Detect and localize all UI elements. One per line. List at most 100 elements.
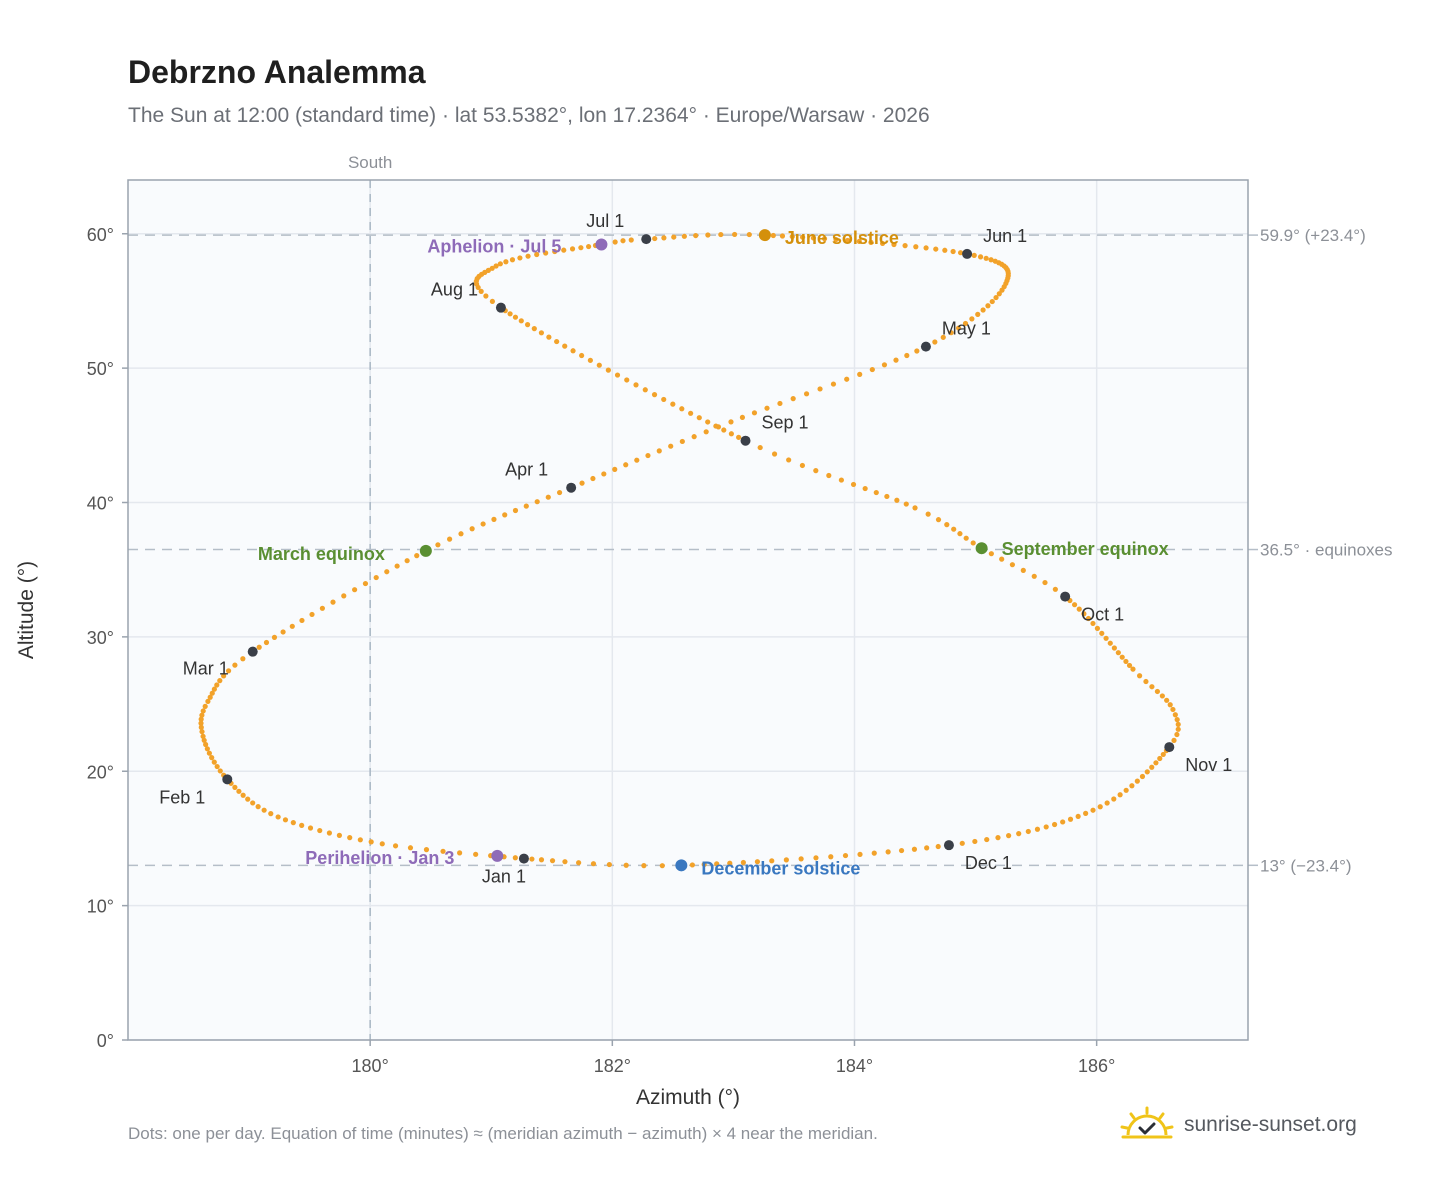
daily-sun-dot: [209, 755, 215, 761]
daily-sun-dot: [799, 462, 806, 469]
event-label: September equinox: [1002, 539, 1169, 559]
daily-sun-dot: [1043, 824, 1049, 830]
daily-sun-dot: [645, 452, 651, 459]
y-tick-label: 20°: [87, 762, 114, 782]
daily-sun-dot: [1149, 764, 1155, 770]
daily-sun-dot: [701, 861, 707, 868]
event-marker: [491, 849, 504, 862]
daily-sun-dot: [1099, 630, 1105, 636]
daily-sun-dot: [691, 434, 697, 440]
daily-sun-dot: [628, 237, 634, 243]
daily-sun-dot: [394, 563, 400, 569]
daily-sun-dot: [951, 526, 957, 532]
daily-sun-dot: [1134, 778, 1140, 784]
daily-sun-dot: [988, 551, 994, 557]
daily-sun-dot: [590, 861, 597, 867]
daily-sun-dot: [357, 837, 363, 843]
daily-sun-dot: [268, 811, 274, 817]
daily-sun-dot: [1130, 666, 1136, 672]
daily-sun-dot: [214, 763, 220, 770]
daily-sun-dot: [873, 489, 879, 496]
daily-sun-dot: [489, 265, 495, 271]
daily-sun-dot: [975, 311, 981, 317]
daily-sun-dot: [1060, 819, 1066, 825]
daily-sun-dot: [844, 376, 850, 382]
daily-sun-dot: [783, 857, 789, 863]
daily-sun-dot: [596, 362, 602, 368]
daily-sun-dot: [803, 391, 810, 397]
daily-sun-dot: [868, 239, 874, 246]
daily-sun-dot: [275, 814, 281, 820]
daily-sun-dot: [914, 348, 920, 354]
daily-sun-dot: [614, 372, 621, 378]
daily-sun-dot: [944, 522, 950, 528]
brand-name[interactable]: sunrise-sunset.org: [1184, 1113, 1357, 1136]
daily-sun-dot: [1153, 760, 1159, 766]
daily-sun-dot: [652, 235, 658, 242]
x-axis-label: Azimuth (°): [636, 1086, 740, 1109]
daily-sun-dot: [1052, 586, 1058, 592]
x-tick-label: 184°: [836, 1056, 873, 1076]
daily-sun-dot: [661, 235, 667, 241]
daily-sun-dot: [1025, 828, 1031, 835]
daily-sun-dot: [1123, 658, 1129, 665]
daily-sun-dot: [491, 516, 497, 522]
daily-sun-dot: [942, 247, 948, 253]
daily-sun-dot: [902, 243, 908, 249]
daily-sun-dot: [891, 241, 897, 248]
daily-sun-dot: [828, 854, 834, 860]
daily-sun-dot: [957, 531, 963, 537]
daily-sun-dot: [1006, 833, 1012, 839]
daily-sun-dot: [844, 237, 851, 244]
daily-sun-dot: [217, 678, 223, 684]
daily-sun-dot: [480, 521, 486, 527]
daily-sun-dot: [199, 712, 205, 718]
daily-sun-dot: [940, 334, 946, 340]
y-axis-label: Altitude (°): [15, 561, 38, 659]
daily-sun-dot: [732, 231, 738, 238]
daily-sun-dot: [440, 848, 446, 854]
daily-sun-dot: [789, 233, 795, 240]
daily-sun-dot: [1170, 706, 1176, 713]
daily-sun-dot: [435, 542, 441, 548]
daily-sun-dot: [282, 817, 289, 823]
daily-sun-dot: [585, 243, 592, 250]
daily-sun-dot: [842, 852, 849, 859]
daily-sun-dot: [1157, 755, 1163, 762]
month-label: Jan 1: [482, 867, 526, 887]
daily-sun-dot: [543, 250, 549, 256]
daily-sun-dot: [379, 841, 385, 847]
daily-sun-dot: [255, 804, 261, 810]
daily-sun-dot: [894, 497, 900, 503]
daily-sun-dot: [605, 367, 611, 373]
daily-sun-dot: [911, 846, 918, 852]
daily-sun-dot: [681, 233, 687, 239]
daily-sun-dot: [790, 396, 796, 402]
daily-sun-dot: [746, 231, 752, 238]
daily-sun-dot: [779, 233, 786, 239]
daily-sun-dot: [362, 580, 369, 587]
daily-sun-dot: [447, 536, 453, 542]
month-label: Nov 1: [1185, 755, 1232, 775]
daily-sun-dot: [612, 466, 618, 472]
daily-sun-dot: [977, 254, 984, 260]
daily-sun-dot: [562, 343, 568, 349]
daily-sun-dot: [525, 253, 531, 259]
daily-sun-dot: [392, 843, 399, 849]
daily-sun-dot: [989, 298, 995, 305]
daily-sun-dot: [661, 396, 667, 403]
event-label: December solstice: [701, 858, 860, 878]
daily-sun-dot: [950, 248, 956, 255]
reference-lines: South 59.9° (+23.4°) 36.5° · equinoxes 13° …: [128, 153, 1393, 1040]
daily-sun-dot: [1144, 769, 1150, 775]
chart-subtitle: The Sun at 12:00 (standard time) · lat 5…: [128, 104, 930, 127]
brand[interactable]: sunrise-sunset.org: [1120, 1100, 1357, 1150]
daily-sun-dot: [751, 410, 758, 416]
daily-sun-dot: [830, 381, 837, 387]
daily-sun-dot: [984, 836, 990, 843]
daily-sun-dot: [1042, 579, 1048, 586]
daily-sun-dot: [721, 427, 727, 433]
daily-sun-dot: [996, 291, 1002, 297]
daily-sun-dot: [1104, 800, 1110, 806]
